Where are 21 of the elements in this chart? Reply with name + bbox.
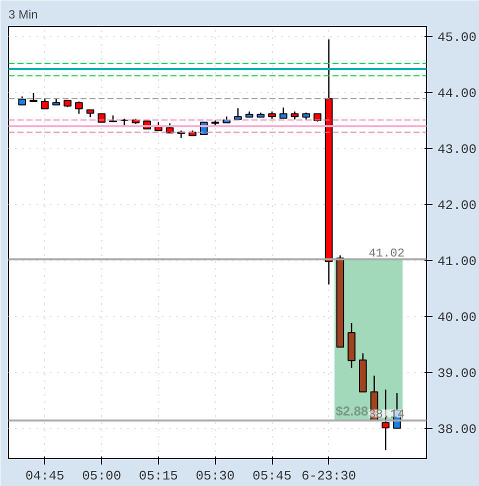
y-tick-label: 44.00 (438, 86, 477, 102)
y-tick-label: 38.00 (438, 422, 477, 437)
y-tick-label: 43.00 (438, 142, 477, 157)
x-tick-label: 05:30 (196, 468, 235, 484)
x-tick-label: 05:45 (252, 468, 292, 484)
y-tick-label: 40.00 (438, 310, 477, 325)
candlestick (40, 97, 49, 110)
candlestick (234, 108, 242, 120)
x-tick-label: 05:00 (82, 468, 122, 484)
y-tick-label: 41.00 (438, 254, 477, 269)
ref-line-label: 41.02 (368, 246, 405, 260)
candlestick (279, 106, 288, 119)
x-tick-label: 04:45 (25, 468, 64, 484)
chart-title: 3 Min (8, 8, 38, 22)
y-tick-label: 39.00 (438, 366, 477, 381)
candlestick (75, 100, 83, 114)
band-label: $2.88 (336, 403, 368, 418)
x-tick-label: 6-23:30 (302, 468, 356, 484)
y-tick-label: 45.00 (438, 30, 477, 46)
y-tick-label: 42.00 (438, 198, 477, 213)
x-tick-label: 05:15 (138, 468, 178, 484)
